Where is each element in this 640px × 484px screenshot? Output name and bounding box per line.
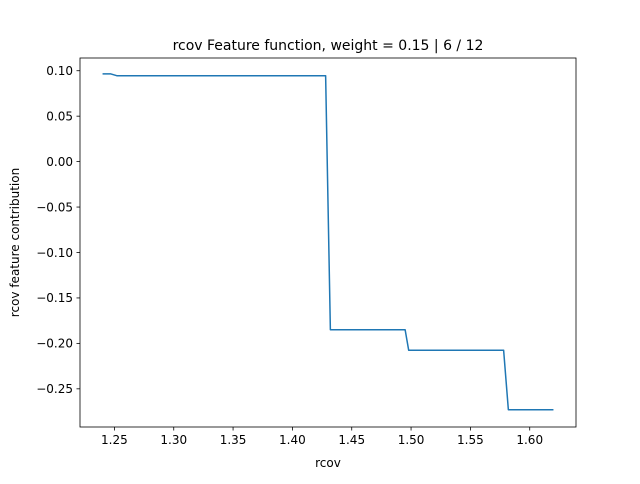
x-tick-label: 1.40 bbox=[279, 433, 306, 447]
x-axis: 1.25 1.30 1.35 1.40 1.45 1.50 1.55 1.60 bbox=[101, 427, 543, 447]
plot-frame bbox=[79, 57, 577, 428]
series-line bbox=[102, 73, 554, 411]
y-tick-label: 0.05 bbox=[46, 109, 73, 123]
y-axis: 0.10 0.05 0.00 −0.05 −0.10 −0.15 −0.20 −0.25 bbox=[36, 64, 80, 396]
y-tick-label: −0.15 bbox=[36, 291, 73, 305]
y-tick-label: 0.10 bbox=[46, 64, 73, 78]
y-axis-label: rcov feature contribution bbox=[8, 168, 22, 317]
x-tick-label: 1.50 bbox=[398, 433, 425, 447]
x-tick-label: 1.30 bbox=[160, 433, 187, 447]
y-tick-label: 0.00 bbox=[46, 155, 73, 169]
y-tick-label: −0.10 bbox=[36, 246, 73, 260]
x-axis-label: rcov bbox=[315, 456, 341, 470]
x-tick-label: 1.55 bbox=[457, 433, 484, 447]
x-tick-label: 1.60 bbox=[516, 433, 543, 447]
x-tick-label: 1.35 bbox=[220, 433, 247, 447]
y-tick-label: −0.25 bbox=[36, 382, 73, 396]
x-tick-label: 1.25 bbox=[101, 433, 128, 447]
y-tick-label: −0.20 bbox=[36, 337, 73, 351]
x-tick-label: 1.45 bbox=[338, 433, 365, 447]
y-tick-label: −0.05 bbox=[36, 200, 73, 214]
plot-area bbox=[79, 57, 577, 428]
chart-title: rcov Feature function, weight = 0.15 | 6… bbox=[173, 38, 484, 54]
